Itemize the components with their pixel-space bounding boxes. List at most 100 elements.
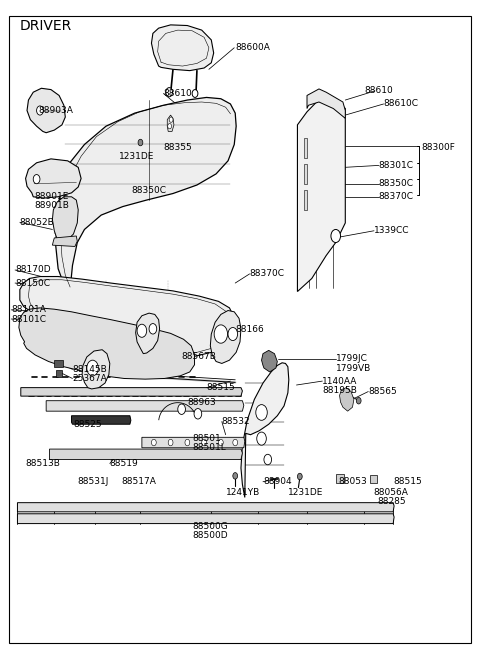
Text: 88963: 88963 [187,398,216,407]
Circle shape [233,440,238,446]
Text: 88610: 88610 [364,86,393,96]
Circle shape [331,229,340,242]
Text: 1231DE: 1231DE [120,152,155,160]
Polygon shape [210,310,241,364]
Polygon shape [17,514,394,523]
Polygon shape [307,89,345,119]
Text: 88170D: 88170D [15,265,51,274]
Polygon shape [52,236,77,246]
Polygon shape [21,388,242,396]
Circle shape [214,325,228,343]
Circle shape [138,140,143,146]
Circle shape [257,432,266,445]
Polygon shape [46,401,244,411]
Circle shape [168,124,171,129]
Polygon shape [20,276,235,359]
Bar [370,476,377,483]
Text: 88145B: 88145B [72,365,107,374]
Circle shape [356,398,361,404]
Polygon shape [142,438,245,448]
Circle shape [202,440,206,446]
Polygon shape [52,196,78,242]
Text: 1799VB: 1799VB [336,364,371,373]
Polygon shape [27,88,65,133]
Text: 88370C: 88370C [379,193,414,201]
Text: 88500G: 88500G [192,521,228,531]
Text: 88101C: 88101C [11,314,46,324]
Text: 88285: 88285 [378,497,407,506]
Polygon shape [25,159,81,198]
Text: 88525: 88525 [73,420,102,429]
Text: 1231DE: 1231DE [288,488,323,496]
Text: 88350C: 88350C [379,179,414,188]
Circle shape [152,440,156,446]
Text: 88370C: 88370C [250,269,285,278]
Polygon shape [82,350,110,389]
Circle shape [166,88,172,97]
Text: 88501: 88501 [192,434,221,443]
Text: 1241YB: 1241YB [226,488,260,496]
Text: 88567B: 88567B [181,352,216,362]
Text: 88166: 88166 [235,325,264,334]
Text: 1339CC: 1339CC [374,226,409,235]
Circle shape [33,174,40,183]
Text: 88904: 88904 [263,477,291,486]
Text: DRIVER: DRIVER [20,19,72,33]
Polygon shape [49,449,242,460]
Circle shape [149,324,157,334]
Text: 1140AA: 1140AA [323,377,358,386]
Text: 88513B: 88513B [25,459,60,468]
Circle shape [298,474,302,480]
Circle shape [137,324,147,337]
Text: 88301C: 88301C [379,161,414,170]
Text: 88519: 88519 [110,459,139,468]
Text: 88531J: 88531J [77,477,108,486]
Text: 88901B: 88901B [34,202,69,210]
Polygon shape [304,164,308,183]
Circle shape [192,90,198,98]
Text: 88600A: 88600A [235,43,270,52]
Text: 88355: 88355 [163,143,192,151]
Polygon shape [339,388,354,411]
Polygon shape [167,115,174,132]
Text: 88053: 88053 [338,477,367,486]
Text: 88350C: 88350C [131,186,166,195]
Polygon shape [17,502,394,512]
Text: 88532: 88532 [222,417,251,426]
Polygon shape [298,98,345,291]
Circle shape [233,473,238,479]
Text: 88517A: 88517A [121,477,156,486]
Circle shape [194,409,202,419]
Text: 88610: 88610 [163,89,192,98]
Text: 88565: 88565 [368,387,397,396]
Text: 88300F: 88300F [422,143,456,151]
Text: 25367A: 25367A [72,374,107,383]
Polygon shape [56,98,236,290]
Bar [56,370,62,377]
Circle shape [36,106,43,115]
Text: 88610C: 88610C [384,100,419,109]
Text: 88515: 88515 [393,477,422,486]
Circle shape [178,404,185,415]
Circle shape [228,328,238,341]
Circle shape [264,455,272,465]
Polygon shape [304,138,308,158]
Bar [336,474,344,483]
Text: 88901E: 88901E [34,193,69,201]
Polygon shape [241,363,289,497]
Polygon shape [152,25,214,71]
Circle shape [218,440,223,446]
Circle shape [168,440,173,446]
Text: 88903A: 88903A [38,106,73,115]
Bar [54,360,63,367]
Polygon shape [72,416,131,424]
Polygon shape [304,190,308,210]
Text: 88052B: 88052B [20,217,55,227]
Text: 88101A: 88101A [11,305,46,314]
Polygon shape [262,350,277,372]
Circle shape [169,117,173,122]
Text: 1799JC: 1799JC [336,354,368,364]
Text: 88150C: 88150C [15,278,50,288]
Text: 88515: 88515 [206,383,235,392]
Circle shape [185,440,190,446]
